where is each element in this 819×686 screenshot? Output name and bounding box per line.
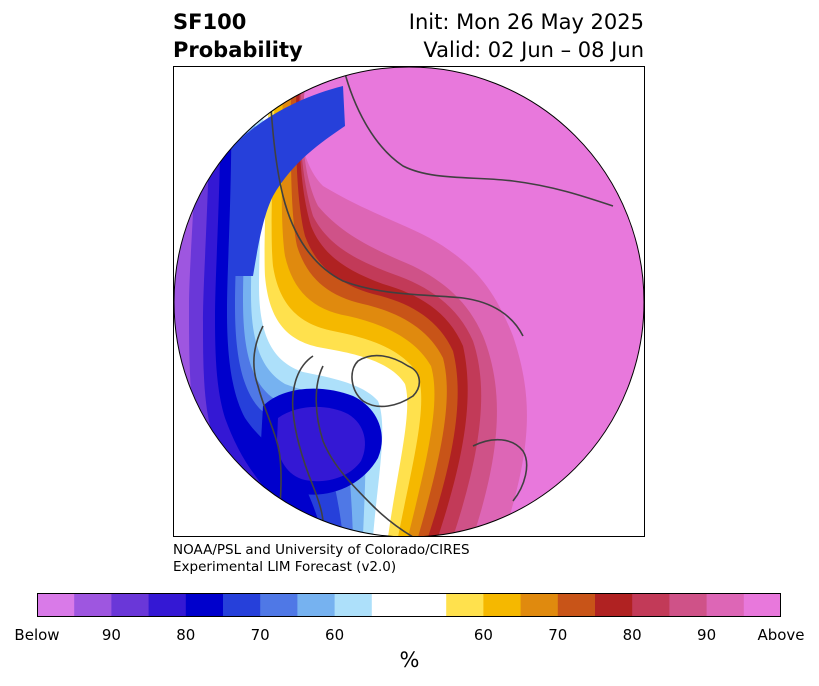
polar-map [173,66,645,538]
colorbar-tick-label: 90 [697,626,717,644]
colorbar-swatch [371,593,410,617]
colorbar-swatch [483,593,522,617]
colorbar-tick-label: 60 [325,626,345,644]
field-below-tongue [233,86,345,276]
valid-range: Valid: 02 Jun – 08 Jun [423,38,644,62]
credit-block: NOAA/PSL and University of Colorado/CIRE… [173,542,470,576]
colorbar-swatch [520,593,559,617]
colorbar-swatch [409,593,447,617]
colorbar-swatch [446,593,484,617]
colorbar-tick-label: Above [757,626,805,644]
coast-atlantic [315,365,414,537]
colorbar-swatch [223,593,261,617]
colorbar-tick-label: Below [14,626,60,644]
coast-eurasia-inner [342,67,614,207]
colorbar-swatch [148,593,187,617]
date-block: Init: Mon 26 May 2025 Valid: 02 Jun – 08… [409,8,644,64]
credit-line-1: NOAA/PSL and University of Colorado/CIRE… [173,542,470,558]
colorbar-tick-label: 60 [473,626,493,644]
title-variable: SF100 [173,10,247,34]
map-panel [173,66,645,538]
coast-west-americas [253,325,282,537]
title-block: SF100 Probability [173,8,303,64]
credit-line-2: Experimental LIM Forecast (v2.0) [173,559,397,575]
colorbar-border [37,593,781,617]
colorbar-tick-label: 90 [101,626,121,644]
colorbar-swatch [669,593,708,617]
colorbar-swatch [185,593,224,617]
colorbar-swatch [557,593,596,617]
colorbar-swatch [743,593,781,617]
colorbar-swatch [334,593,373,617]
colorbar-swatch [74,593,112,617]
colorbar-tick-label: 70 [548,626,568,644]
coast-greenland [351,354,421,408]
init-date: Init: Mon 26 May 2025 [408,10,644,34]
field-below-core-inner [277,406,365,482]
colorbar-swatch [37,593,75,617]
colorbar-tick-label: 80 [176,626,196,644]
colorbar-tick-label: 70 [250,626,270,644]
colorbar-tick-labels: Below 90 80 70 60 60 70 80 90 Above [0,626,819,646]
colorbar-swatch [111,593,150,617]
colorbar-tick-label: 80 [622,626,642,644]
map-frame-border [173,66,645,537]
coast-east-americas [291,355,325,537]
coast-europe [472,438,528,502]
coast-eurasia-north [267,67,524,337]
title-type: Probability [173,38,303,62]
colorbar-swatch [260,593,298,617]
coastlines [253,67,614,537]
colorbar-swatch [706,593,745,617]
colorbar-swatch [595,593,633,617]
colorbar-swatch [297,593,336,617]
probability-field [174,67,644,537]
colorbar [37,593,781,617]
colorbar-unit: % [399,648,420,672]
colorbar-swatch [632,593,670,617]
